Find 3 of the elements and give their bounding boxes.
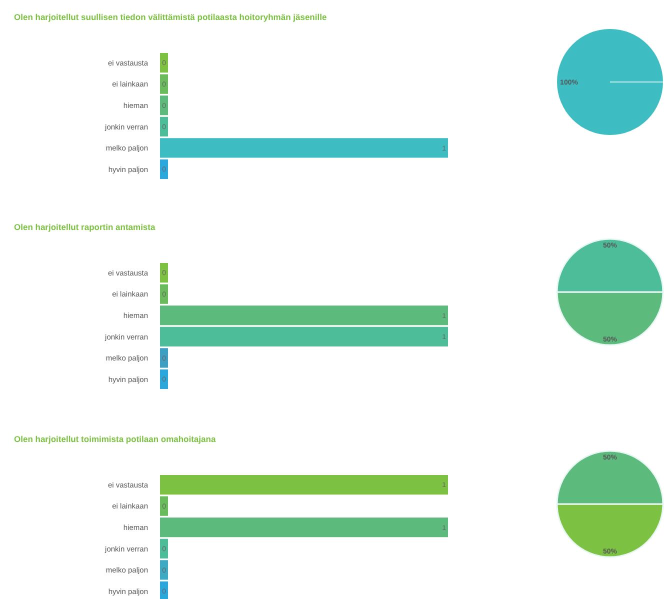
chart-title: Olen harjoitellut suullisen tiedon välittämistä potilaasta hoitoryhmän jäsenille [14,12,327,22]
text: Olen harjoitellut raportin antamista [14,222,156,232]
chart-title: Olen harjoitellut toimimista potilaan omahoitajana [14,434,216,444]
